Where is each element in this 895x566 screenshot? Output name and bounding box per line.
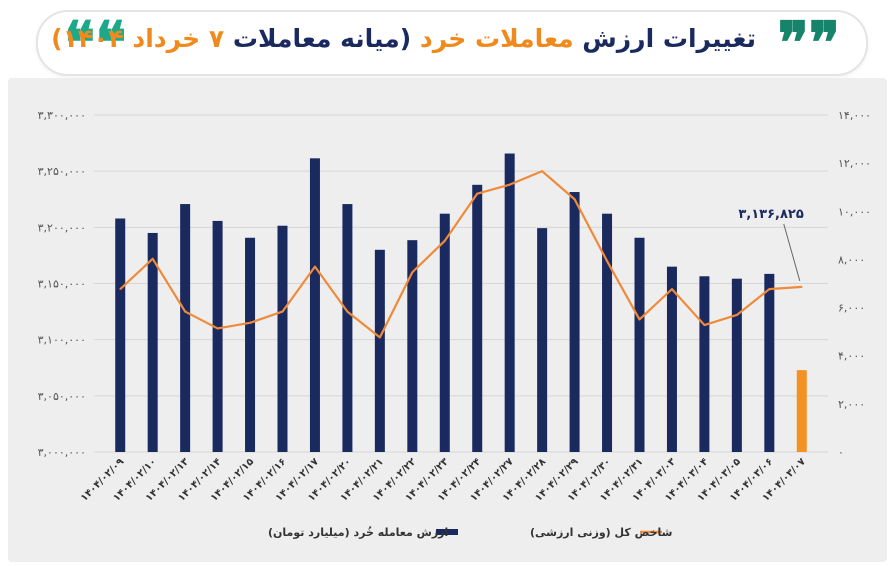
line-point — [346, 310, 349, 313]
bar — [407, 240, 418, 452]
line-point — [736, 314, 738, 316]
quote-left-icon: ❝❝ — [64, 9, 127, 77]
legend: ارزش معامله خُرد (میلیارد تومان) شاخص کل … — [268, 526, 672, 539]
line-series — [119, 170, 803, 339]
bar — [634, 237, 645, 452]
line-point — [314, 265, 316, 268]
y-right-tick-label: ۰ — [838, 446, 844, 459]
bar — [569, 192, 580, 452]
bar-series — [115, 153, 807, 453]
y-left-tick-label: ۳,۱۵۰,۰۰۰ — [38, 278, 86, 291]
y-left-tick-label: ۳,۳۰۰,۰۰۰ — [38, 109, 86, 122]
line-point — [216, 327, 219, 330]
annotation: ۳,۱۳۶,۸۲۵ — [738, 207, 804, 282]
line-point — [281, 310, 284, 313]
bar — [602, 213, 613, 452]
bar — [147, 232, 158, 452]
line-point — [638, 318, 641, 321]
annotation-leader — [783, 223, 801, 282]
index-line — [119, 170, 802, 339]
bar — [342, 204, 353, 452]
line-point — [443, 240, 446, 242]
legend-swatch-bar — [436, 529, 458, 535]
bar — [699, 276, 710, 452]
y-right-tick-label: ۱۴,۰۰۰ — [838, 109, 871, 122]
y-left-tick-label: ۳,۱۰۰,۰۰۰ — [38, 334, 86, 347]
line-point — [800, 286, 803, 288]
title-part-3: (میانه معاملات — [232, 24, 412, 53]
quote-right-icon: ❞❞ — [777, 9, 840, 77]
bar — [374, 249, 385, 452]
y-left-tick-label: ۳,۲۰۰,۰۰۰ — [38, 221, 86, 234]
bar — [439, 213, 450, 452]
bar — [796, 370, 807, 452]
bar — [245, 237, 256, 452]
line-point — [119, 288, 122, 290]
bar — [472, 184, 483, 453]
title-banner: ❝❝ تغییرات ارزش معاملات خرد (میانه معامل… — [36, 10, 868, 76]
bar — [731, 278, 742, 452]
y-left-tick-label: ۳,۰۰۰,۰۰۰ — [38, 446, 86, 459]
line-point — [249, 322, 251, 324]
y-left-tick-label: ۳,۰۵۰,۰۰۰ — [38, 390, 86, 403]
annotation-label: ۳,۱۳۶,۸۲۵ — [738, 207, 803, 222]
y-axis-right: ۰ ۲,۰۰۰ ۴,۰۰۰ ۶,۰۰۰ ۸,۰۰۰ ۱۰,۰۰۰ ۱۲,۰۰۰ ۱۴,۰۰۰ — [838, 109, 871, 459]
line-point — [151, 257, 154, 260]
legend-label-bar: ارزش معامله خُرد (میلیارد تومان) — [268, 526, 448, 539]
line-point — [379, 336, 381, 339]
line-point — [768, 288, 771, 290]
y-right-tick-label: ۴,۰۰۰ — [838, 350, 865, 363]
line-point — [184, 310, 186, 313]
y-left-tick-label: ۳,۲۵۰,۰۰۰ — [38, 165, 86, 178]
y-right-tick-label: ۱۲,۰۰۰ — [838, 157, 871, 170]
line-point — [476, 192, 479, 195]
line-point — [573, 198, 576, 201]
y-right-tick-label: ۲,۰۰۰ — [838, 398, 865, 411]
title-part-4: ۷ خرداد ۱۴۰۴) — [51, 24, 225, 53]
line-point — [606, 260, 608, 262]
bar — [666, 266, 677, 452]
line-point — [508, 183, 511, 186]
bar — [212, 220, 223, 452]
bar — [504, 153, 515, 452]
bar — [764, 273, 775, 452]
bar — [537, 228, 548, 452]
bar — [180, 204, 191, 452]
title-part-1: تغییرات ارزش — [582, 24, 756, 53]
bar — [277, 225, 288, 452]
title-part-2: معاملات خرد — [419, 24, 574, 53]
line-point — [703, 324, 706, 326]
y-right-tick-label: ۶,۰۰۰ — [838, 302, 865, 315]
legend-label-line: شاخص کل (وزنی ارزشی) — [530, 526, 672, 539]
line-point — [541, 170, 543, 172]
line-point — [411, 271, 414, 274]
y-axis-left: ۳,۰۰۰,۰۰۰ ۳,۰۵۰,۰۰۰ ۳,۱۰۰,۰۰۰ ۳,۱۵۰,۰۰۰ ۳,۲۰… — [38, 109, 86, 459]
bar — [115, 218, 126, 452]
line-point — [671, 288, 673, 290]
chart-title: تغییرات ارزش معاملات خرد (میانه معاملات … — [51, 24, 756, 53]
bar — [309, 158, 320, 453]
y-right-tick-label: ۸,۰۰۰ — [838, 253, 865, 266]
y-right-tick-label: ۱۰,۰۰۰ — [838, 205, 871, 218]
